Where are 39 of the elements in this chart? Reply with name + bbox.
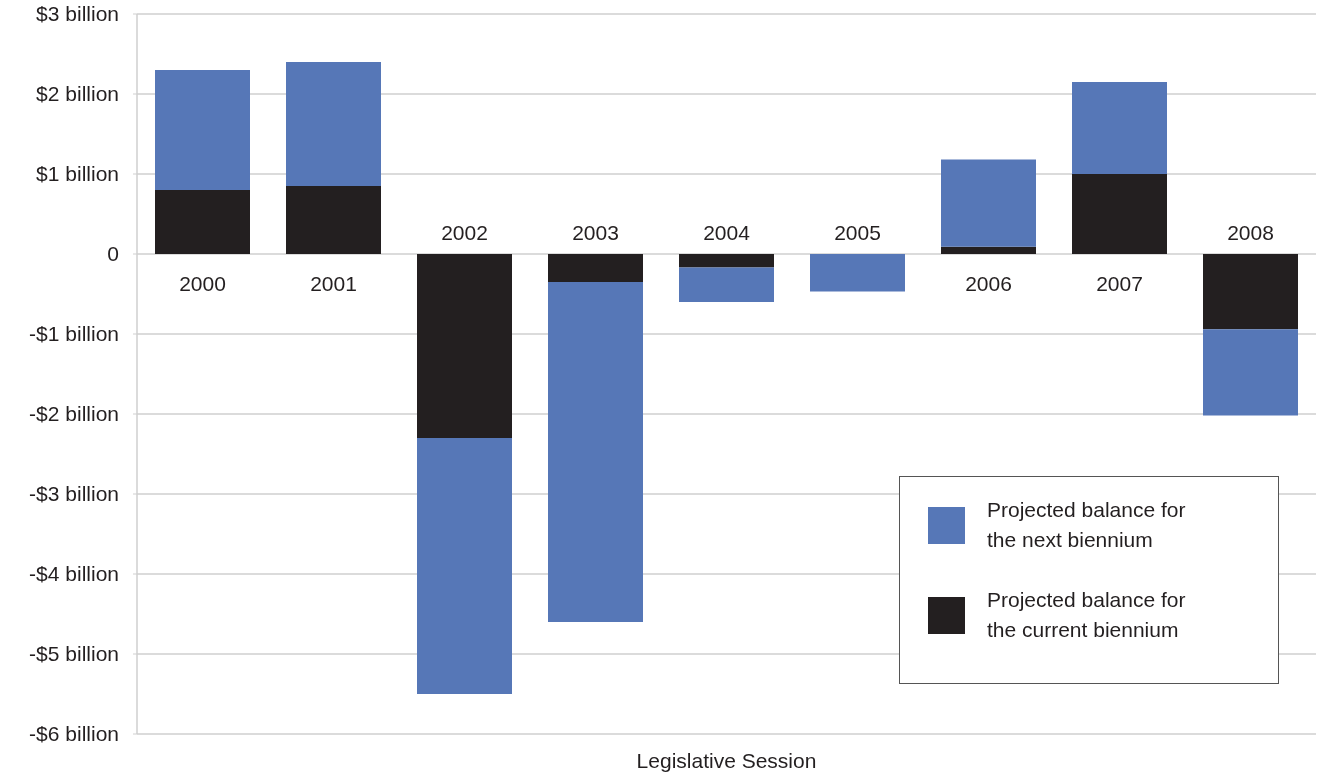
bar xyxy=(155,190,250,254)
bar xyxy=(941,159,1036,247)
bar xyxy=(417,254,512,438)
x-tick-label: 2005 xyxy=(834,220,881,244)
x-tick-label: 2000 xyxy=(179,271,226,295)
bar xyxy=(286,62,381,186)
y-tick-label: $1 billion xyxy=(36,162,119,186)
bar xyxy=(1072,82,1167,174)
legend-label: Projected balance for the next biennium xyxy=(987,497,1187,553)
x-tick-label: 2006 xyxy=(965,271,1012,295)
x-tick-label: 2008 xyxy=(1227,220,1274,244)
bar xyxy=(679,254,774,268)
y-tick-label: -$5 billion xyxy=(29,642,119,666)
x-tick-label: 2003 xyxy=(572,220,619,244)
y-tick-label: -$2 billion xyxy=(29,402,119,426)
bar xyxy=(810,254,905,292)
y-tick-label: -$4 billion xyxy=(29,562,119,586)
bar xyxy=(286,186,381,254)
bar xyxy=(1203,329,1298,416)
x-tick-label: 2002 xyxy=(441,220,488,244)
bar xyxy=(1072,174,1167,254)
bar xyxy=(155,70,250,190)
x-axis-title: Legislative Session xyxy=(636,749,817,772)
bar xyxy=(417,438,512,694)
y-tick-label: $3 billion xyxy=(36,2,119,26)
legend-label: Projected balance for the current biennium xyxy=(987,587,1187,643)
y-tick-label: $2 billion xyxy=(36,82,119,106)
y-tick-label: -$1 billion xyxy=(29,322,119,346)
bar xyxy=(548,254,643,282)
bar xyxy=(548,282,643,622)
x-tick-label: 2007 xyxy=(1096,271,1143,295)
y-tick-label: -$6 billion xyxy=(29,722,119,746)
x-tick-label: 2001 xyxy=(310,271,357,295)
bar xyxy=(941,246,1036,254)
x-tick-label: 2004 xyxy=(703,220,751,244)
bar xyxy=(679,267,774,302)
y-tick-label: -$3 billion xyxy=(29,482,119,506)
bar xyxy=(1203,254,1298,330)
y-tick-label: 0 xyxy=(107,242,119,266)
